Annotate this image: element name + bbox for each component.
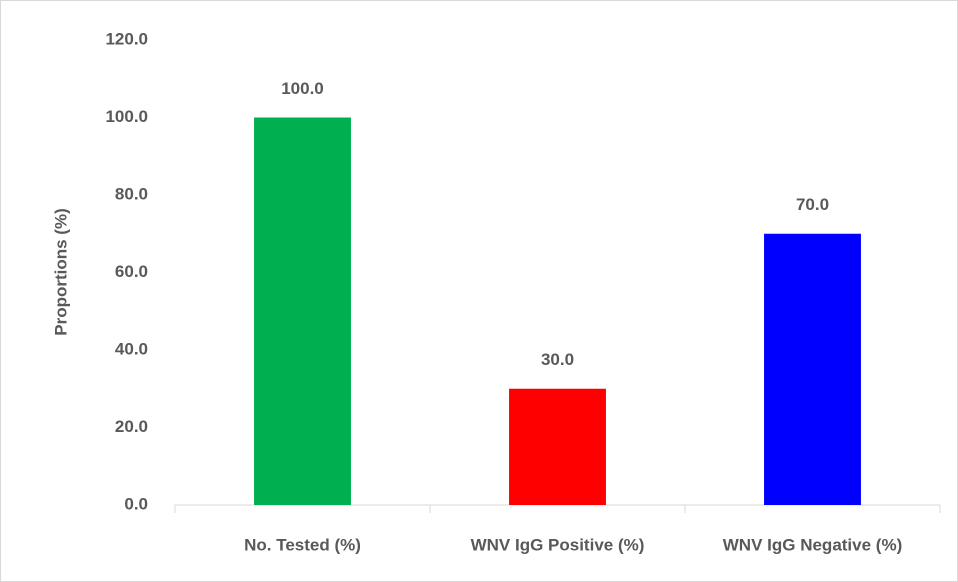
y-tick-label: 20.0 [115, 417, 148, 436]
y-tick-label: 120.0 [105, 29, 148, 48]
x-tick-label: WNV IgG Positive (%) [471, 535, 645, 554]
y-axis-title: Proportions (%) [51, 208, 70, 336]
y-tick-label: 40.0 [115, 339, 148, 358]
bar [764, 233, 861, 505]
y-tick-label: 60.0 [115, 262, 148, 281]
y-tick-label: 100.0 [105, 107, 148, 126]
bar [509, 388, 606, 505]
y-tick-label: 80.0 [115, 184, 148, 203]
y-tick-label: 0.0 [124, 494, 148, 513]
data-label: 30.0 [541, 350, 574, 369]
data-label: 100.0 [281, 79, 324, 98]
bar [254, 117, 351, 505]
x-tick-label: No. Tested (%) [244, 535, 361, 554]
data-label: 70.0 [796, 195, 829, 214]
x-tick-label: WNV IgG Negative (%) [723, 535, 902, 554]
